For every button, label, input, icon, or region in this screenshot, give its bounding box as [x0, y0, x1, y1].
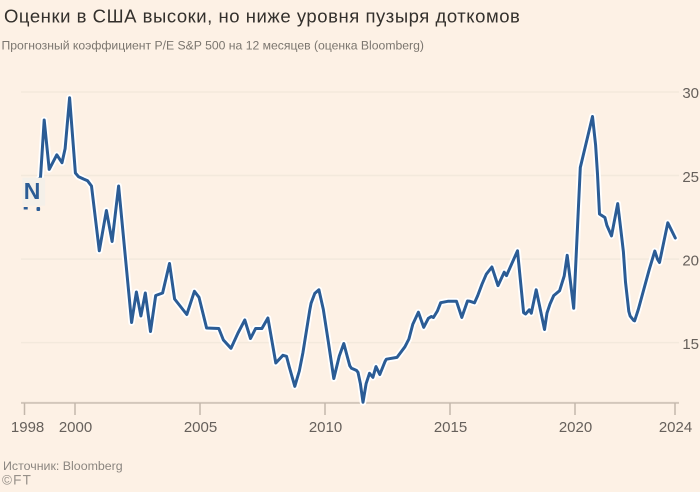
svg-text:2010: 2010: [309, 419, 342, 436]
svg-text:15: 15: [682, 336, 699, 353]
svg-text:Источник: Bloomberg: Источник: Bloomberg: [3, 459, 123, 473]
svg-text:2015: 2015: [434, 419, 467, 436]
svg-text:2005: 2005: [184, 419, 217, 436]
svg-text:N: N: [24, 178, 41, 204]
svg-text:30: 30: [682, 85, 699, 102]
svg-text:2000: 2000: [59, 419, 92, 436]
svg-text:1998: 1998: [11, 419, 44, 436]
svg-text:20: 20: [682, 252, 699, 269]
svg-text:©FT: ©FT: [2, 472, 32, 487]
svg-text:Прогнозный коэффициент P/E S&P: Прогнозный коэффициент P/E S&P 500 на 12…: [2, 39, 424, 53]
svg-text:25: 25: [682, 169, 699, 186]
svg-text:Оценки в США высоки, но ниже у: Оценки в США высоки, но ниже уровня пузы…: [4, 6, 520, 27]
svg-text:2020: 2020: [559, 419, 592, 436]
svg-text:2024: 2024: [659, 419, 692, 436]
